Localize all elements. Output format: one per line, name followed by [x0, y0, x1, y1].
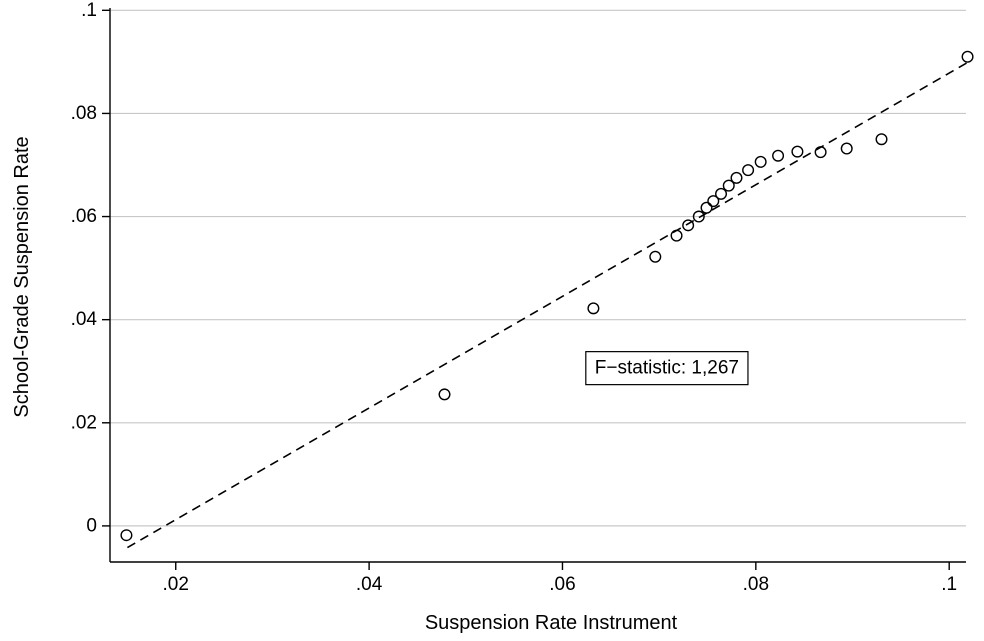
data-point [700, 201, 713, 214]
y-tick-label: .1 [81, 0, 97, 21]
x-tick-label: .06 [549, 574, 575, 595]
y-tick-label: .04 [71, 309, 98, 330]
data-point [722, 179, 735, 192]
data-point [754, 155, 767, 168]
data-point [707, 195, 720, 208]
data-point [692, 210, 705, 223]
data-point [772, 149, 785, 162]
data-point [120, 529, 133, 542]
data-points [120, 50, 974, 542]
data-point [814, 146, 827, 159]
data-point [587, 302, 600, 315]
grid-lines [110, 9, 966, 527]
data-point [730, 171, 743, 184]
data-point [715, 187, 728, 200]
data-point [438, 388, 451, 401]
x-tick-label: .08 [743, 574, 769, 595]
y-axis-label: School-Grade Suspension Rate [11, 136, 33, 417]
annotation-box [585, 351, 749, 386]
y-tick-label: .08 [71, 103, 97, 124]
x-tick-label: .02 [163, 574, 189, 595]
annotation-layer: F−statistic: 1,267 [585, 351, 749, 386]
data-point [649, 250, 662, 263]
x-tick-label: .1 [941, 574, 957, 595]
x-tick-label: .04 [356, 574, 383, 595]
axes: 0 .02 .04 .06 .08 .1 .02 .04 .06 .08 .1 [71, 0, 966, 595]
y-tick-label: .02 [71, 412, 97, 433]
fit-line [127, 61, 969, 549]
data-point [742, 164, 755, 177]
y-tick-label: .06 [71, 206, 97, 227]
data-point [682, 219, 695, 232]
data-point [875, 133, 888, 146]
data-point [840, 142, 853, 155]
data-point [791, 145, 804, 158]
y-tick-label: 0 [86, 515, 97, 536]
annotation-text: F−statistic: 1,267 [595, 358, 739, 379]
data-point [670, 229, 683, 242]
data-point [961, 50, 974, 63]
x-axis-label: Suspension Rate Instrument [425, 612, 678, 634]
fit-line-layer [127, 61, 969, 549]
